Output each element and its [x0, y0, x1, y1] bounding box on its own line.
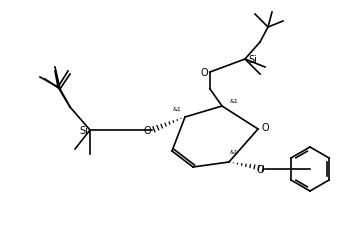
- Text: &1: &1: [173, 107, 181, 112]
- Text: O: O: [143, 126, 151, 135]
- Text: Si: Si: [80, 126, 88, 135]
- Text: Si: Si: [248, 55, 257, 65]
- Text: &1: &1: [230, 99, 238, 104]
- Text: O: O: [200, 68, 208, 78]
- Text: O: O: [256, 164, 264, 174]
- Text: O: O: [261, 122, 269, 132]
- Text: &1: &1: [230, 150, 238, 155]
